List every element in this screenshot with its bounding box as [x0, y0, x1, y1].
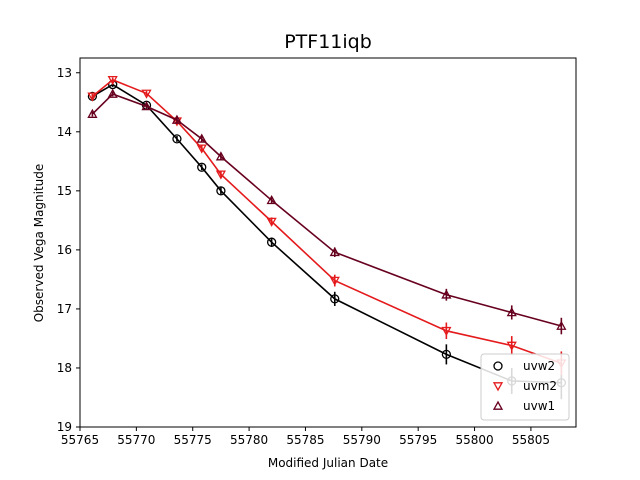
data-point-uvw1: [266, 194, 277, 205]
x-tick-label: 55805: [512, 433, 550, 447]
data-point-uvw1: [441, 289, 452, 299]
legend-label-uvw2: uvw2: [523, 359, 555, 373]
y-tick-label: 16: [57, 243, 72, 257]
series-uvw2: [87, 79, 566, 400]
series-uvw1: [87, 88, 567, 335]
data-point-uvw2: [172, 134, 182, 144]
data-point-uvm2: [87, 92, 98, 102]
y-tick-label: 13: [57, 66, 72, 80]
x-tick-label: 55790: [343, 433, 381, 447]
data-point-uvw2: [197, 162, 207, 172]
legend-label-uvw1: uvw1: [523, 399, 555, 413]
x-tick-label: 55800: [455, 433, 493, 447]
data-point-uvw1: [171, 114, 183, 124]
axes: 55765 55770 55775 55780 55785 55790 55795 55800…: [57, 57, 577, 447]
y-tick-label: 15: [57, 184, 72, 198]
x-axis-label: Modified Julian Date: [268, 456, 388, 470]
data-point-uvm2: [196, 144, 207, 154]
legend: uvw2 uvm2 uvw1: [480, 353, 570, 421]
x-tick-label: 55780: [230, 433, 268, 447]
data-point-uvm2: [266, 217, 277, 227]
data-point-uvw1: [556, 320, 567, 330]
x-tick-label: 55795: [399, 433, 437, 447]
legend-marker-uvw2: [493, 361, 503, 371]
plot-frame: [79, 57, 577, 428]
x-tick-label: 55765: [61, 433, 99, 447]
x-tick-label: 55785: [286, 433, 324, 447]
data-point-uvw1: [107, 88, 118, 98]
y-axis-label: Observed Vega Magnitude: [32, 164, 46, 323]
plot-area: [87, 75, 567, 400]
data-point-uvm2: [506, 341, 517, 351]
data-point-uvm2: [441, 326, 452, 337]
y-tick-label: 14: [57, 125, 72, 139]
data-point-uvm2: [329, 276, 340, 286]
x-tick-label: 55775: [174, 433, 212, 447]
data-point-uvw1: [215, 151, 227, 161]
data-point-uvw2: [216, 186, 226, 196]
data-point-uvw1: [329, 246, 340, 257]
y-tick-label: 19: [57, 420, 72, 434]
legend-box: [480, 353, 570, 421]
legend-marker-uvm2: [492, 382, 504, 392]
data-point-uvw1: [506, 307, 517, 317]
x-tick-label: 55770: [117, 433, 155, 447]
data-point-uvw1: [196, 133, 207, 143]
data-point-uvm2: [215, 170, 227, 180]
data-point-uvm2: [141, 89, 152, 99]
data-point-uvw1: [87, 108, 98, 118]
data-point-uvw2: [330, 294, 340, 304]
data-point-uvw2: [441, 349, 452, 360]
y-tick-label: 18: [57, 361, 72, 375]
data-point-uvw2: [266, 237, 277, 247]
legend-label-uvm2: uvm2: [523, 379, 557, 393]
chart-title: PTF11iqb: [284, 31, 372, 53]
data-point-uvm2: [107, 75, 118, 86]
y-tick-label: 17: [57, 302, 72, 316]
data-point-uvw1: [141, 101, 152, 111]
legend-marker-uvw1: [492, 400, 504, 410]
